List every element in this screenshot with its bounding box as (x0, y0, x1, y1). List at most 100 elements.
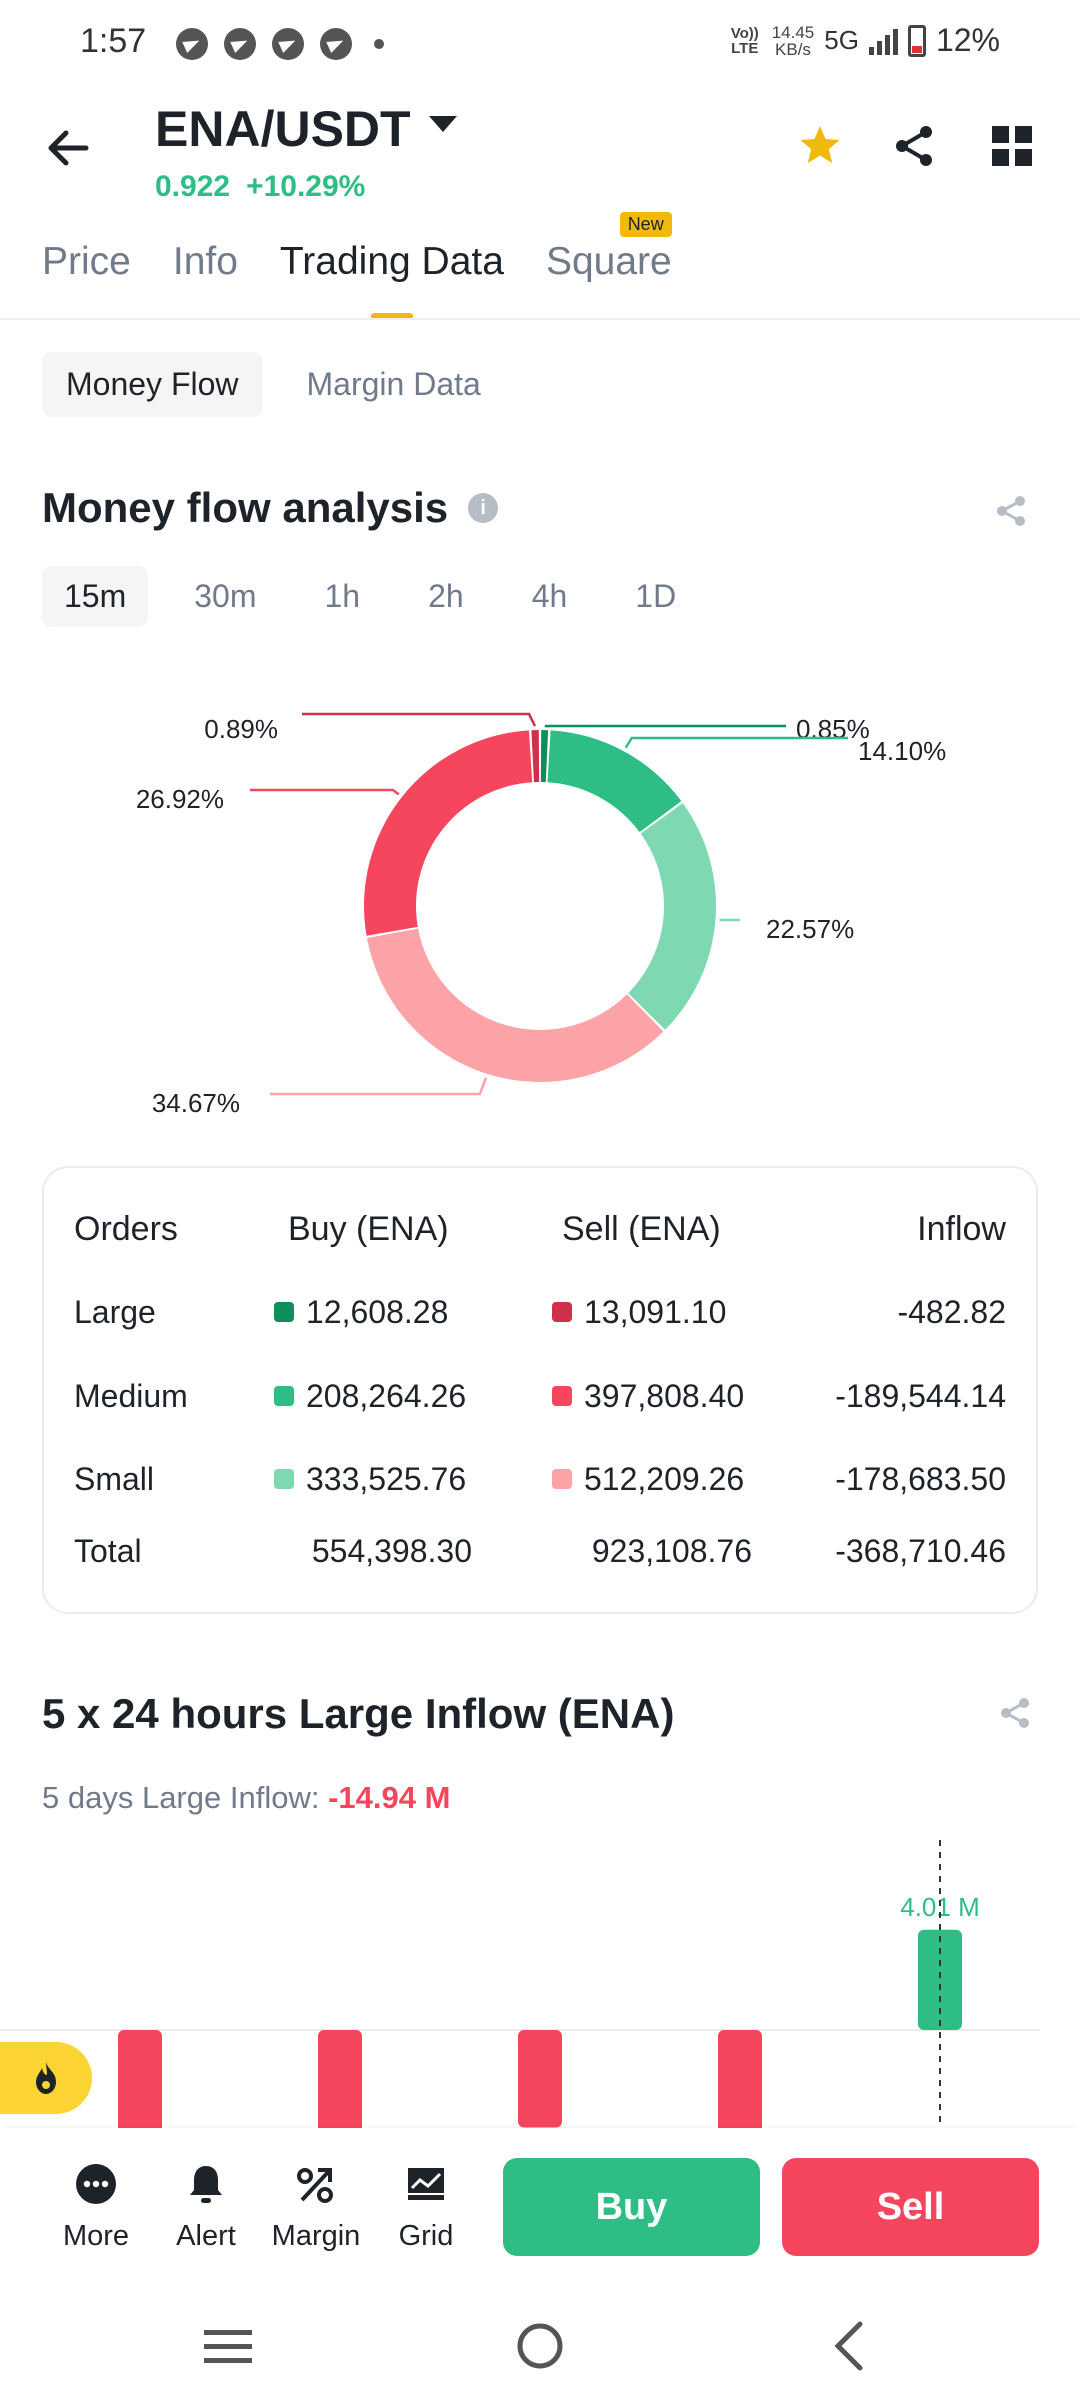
header-buy: Buy (ENA) (288, 1210, 449, 1248)
range-option[interactable]: 1D (635, 578, 677, 614)
tabs-divider (0, 318, 1080, 320)
share-icon[interactable] (890, 122, 938, 170)
donut-slice (531, 730, 540, 783)
range-option[interactable]: 1h (324, 578, 361, 614)
header-orders: Orders (74, 1210, 178, 1248)
large-inflow-title-text: 5 x 24 hours Large Inflow (ENA) (42, 1690, 675, 1737)
tab-info[interactable]: Info (172, 240, 238, 283)
summary-value: -14.94 M (328, 1780, 451, 1815)
bottom-action-bar: More Alert Margin Grid Buy Sell (0, 2128, 1080, 2290)
last-price: 0.922 (155, 170, 231, 203)
subtab-margin-data[interactable]: Margin Data (306, 366, 481, 402)
total-label: Total (74, 1533, 142, 1569)
inflow-bar (518, 2030, 562, 2128)
sell-value: 512,209.26 (584, 1461, 745, 1497)
tab-trading-data[interactable]: Trading Data (279, 240, 504, 283)
inflow-bar (718, 2030, 762, 2140)
pair-selector[interactable]: ENA/USDT (155, 100, 457, 158)
five-day-inflow-summary: 5 days Large Inflow: -14.94 M (42, 1780, 450, 1816)
telegram-icon (224, 28, 256, 60)
info-icon[interactable]: i (468, 493, 499, 523)
pair-name: ENA/USDT (155, 101, 411, 157)
volte-indicator: Vo)) LTE (730, 24, 759, 57)
caret-down-icon (428, 116, 457, 132)
system-back-icon[interactable] (834, 2321, 863, 2371)
inflow-value: -482.82 (897, 1294, 1006, 1330)
range-option[interactable]: 2h (428, 578, 464, 614)
total-inflow: -368,710.46 (835, 1533, 1006, 1569)
sell-medium-swatch (552, 1385, 572, 1406)
donut-slice (628, 803, 716, 1030)
price-line: 0.922 +10.29% (155, 170, 365, 204)
total-sell: 923,108.76 (591, 1533, 752, 1569)
inflow-bar (318, 2030, 362, 2140)
more-notifications-dot-icon (374, 39, 384, 49)
tab-square[interactable]: Square New (546, 212, 672, 284)
summary-label: 5 days Large Inflow: (42, 1780, 320, 1815)
sell-large-swatch (552, 1301, 572, 1322)
new-badge: New (619, 212, 672, 237)
money-flow-title-text: Money flow analysis (42, 484, 449, 531)
inflow-value: -189,544.14 (835, 1378, 1006, 1414)
buy-cell: 12,608.28 (274, 1294, 448, 1331)
more-label: More (62, 2220, 130, 2252)
donut-slice (547, 730, 682, 833)
orders-table: Orders Buy (ENA) Sell (ENA) Inflow Large… (42, 1166, 1038, 1614)
sell-value: 13,091.10 (584, 1294, 727, 1330)
grid-label: Grid (398, 2220, 454, 2252)
range-option[interactable]: 30m (194, 578, 257, 614)
buy-value: 12,608.28 (306, 1294, 449, 1330)
net-speed: 14.45 KB/s (772, 24, 815, 58)
range-option[interactable]: 4h (531, 578, 568, 614)
recent-apps-icon[interactable] (204, 2330, 252, 2363)
home-icon[interactable] (517, 2323, 563, 2369)
donut-slice-label: 22.57% (766, 914, 854, 944)
large-inflow-bar-chart: -3.90 M4.01 M (0, 1840, 1080, 2140)
sell-button[interactable]: Sell (782, 2158, 1039, 2256)
subtabs: Money Flow Margin Data (42, 352, 505, 417)
back-arrow-icon[interactable] (46, 128, 90, 168)
donut-slice-label: 14.10% (858, 736, 946, 766)
buy-button[interactable]: Buy (503, 2158, 760, 2256)
battery-icon (907, 24, 926, 57)
grid-trading-icon (408, 2168, 444, 2200)
margin-button[interactable]: Margin (266, 2162, 366, 2253)
hot-flame-button[interactable] (0, 2042, 92, 2114)
tab-price[interactable]: Price (42, 240, 131, 283)
grid-button[interactable]: Grid (376, 2162, 476, 2253)
more-dots-icon (76, 2164, 116, 2204)
buy-large-swatch (274, 1301, 294, 1322)
telegram-icon (176, 28, 208, 60)
sell-value: 397,808.40 (584, 1378, 745, 1414)
more-button[interactable]: More (46, 2162, 146, 2253)
money-flow-title: Money flow analysis i (42, 484, 499, 532)
donut-slice-label: 0.89% (204, 714, 278, 744)
alert-label: Alert (176, 2220, 236, 2252)
money-flow-donut-chart: 0.85%14.10%22.57%34.67%26.92%0.89% (136, 712, 946, 1118)
donut-slice (540, 730, 549, 783)
buy-cell: 333,525.76 (274, 1461, 466, 1498)
donut-slice-label: 26.92% (136, 784, 224, 814)
favorite-star-icon[interactable] (796, 122, 844, 170)
system-status: Vo)) LTE 14.45 KB/s 5G 12% (728, 22, 1000, 59)
header-inflow: Inflow (917, 1210, 1006, 1248)
money-flow-share-icon[interactable] (994, 494, 1028, 528)
donut-leader-line (624, 736, 848, 749)
buy-value: 208,264.26 (306, 1378, 467, 1414)
percent-arrow-icon (297, 2168, 333, 2203)
donut-slice (364, 730, 533, 936)
buy-medium-swatch (274, 1385, 294, 1406)
header-sell: Sell (ENA) (562, 1210, 721, 1248)
donut-slice (366, 928, 664, 1082)
subtab-money-flow[interactable]: Money Flow (42, 352, 263, 417)
table-row: Large 12,608.28 13,091.10 -482.82 (44, 1294, 1036, 1354)
sell-small-swatch (552, 1468, 572, 1489)
price-change: +10.29% (246, 170, 366, 203)
grid-menu-icon[interactable] (988, 122, 1036, 170)
alert-button[interactable]: Alert (156, 2162, 256, 2253)
order-size: Large (74, 1294, 156, 1330)
order-size: Medium (74, 1378, 188, 1414)
range-option[interactable]: 15m (42, 566, 149, 627)
large-inflow-share-icon[interactable] (998, 1696, 1032, 1730)
bell-icon (190, 2166, 222, 2203)
